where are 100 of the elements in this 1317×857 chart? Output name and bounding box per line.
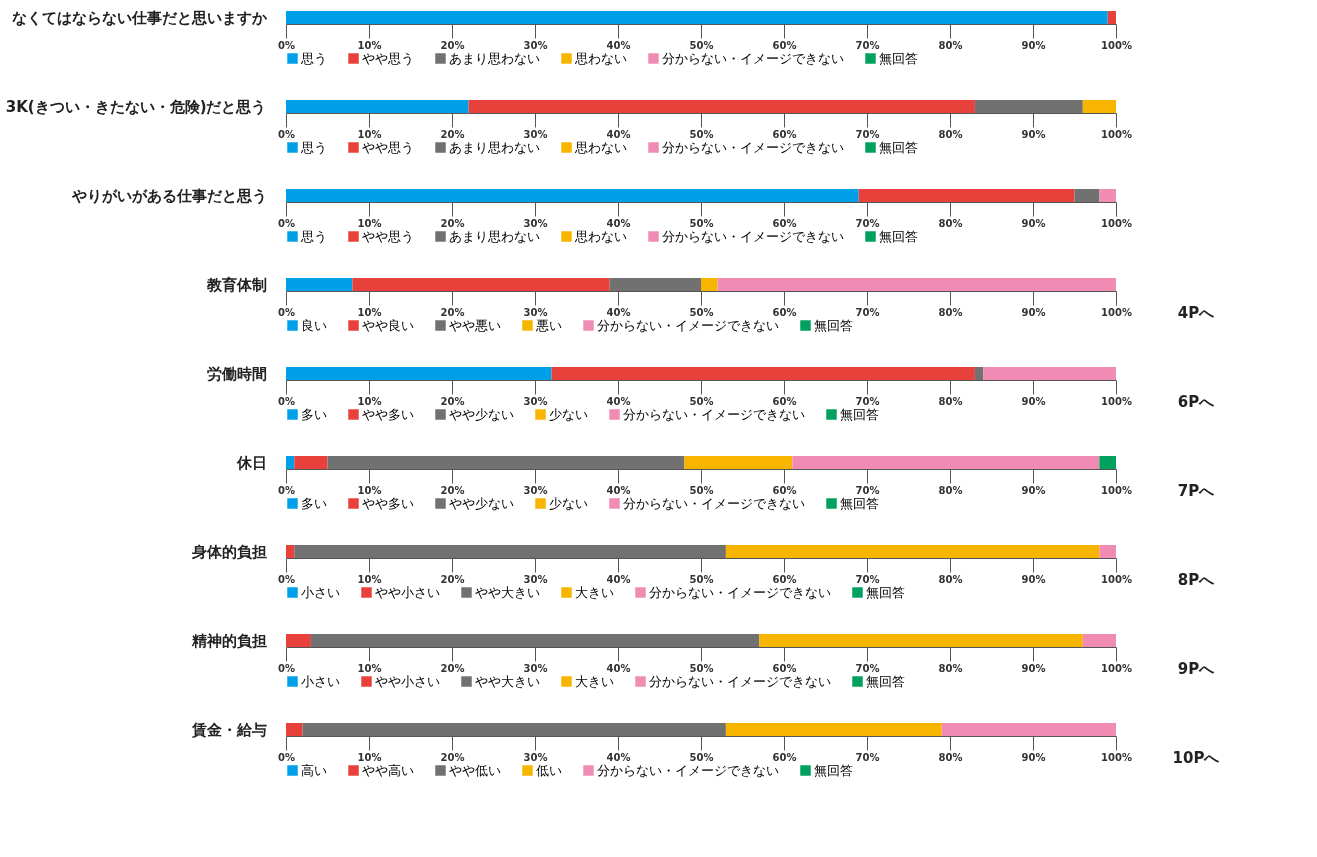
x-tick-label: 70% <box>855 395 880 407</box>
legend-label: 少ない <box>549 495 588 511</box>
x-tick-label: 50% <box>689 395 714 407</box>
x-tick-label: 10% <box>357 306 382 318</box>
x-tick-label: 90% <box>1021 751 1046 763</box>
x-tick-label: 30% <box>523 662 548 674</box>
x-tick-label: 60% <box>772 751 797 763</box>
x-tick-label: 10% <box>357 217 382 229</box>
x-tick-label: 0% <box>278 573 295 585</box>
y-tick-label: 身体的負担 <box>190 542 267 561</box>
legend-label: やや小さい <box>375 584 440 600</box>
x-tick-label: 70% <box>855 662 880 674</box>
x-tick-label: 0% <box>278 217 295 229</box>
legend-label: やや思う <box>362 228 414 244</box>
bar <box>792 456 1100 469</box>
y-tick-label: 精神的負担 <box>190 631 267 650</box>
bar <box>684 456 793 469</box>
bar <box>974 367 984 380</box>
x-tick-label: 70% <box>855 306 880 318</box>
bar <box>725 545 1100 558</box>
legend-label: やや低い <box>449 762 501 778</box>
text: 6Pへ <box>1177 393 1216 411</box>
x-tick-label: 90% <box>1021 484 1046 496</box>
x-tick-label: 40% <box>606 306 631 318</box>
bar <box>294 456 328 469</box>
legend-label: やや少ない <box>449 406 514 422</box>
x-tick-label: 80% <box>938 128 963 140</box>
x-tick-label: 80% <box>938 39 963 51</box>
x-tick-label: 10% <box>357 484 382 496</box>
bar <box>286 545 295 558</box>
y-tick-label: 賃金・給与 <box>190 720 267 739</box>
y-tick-label: やりがいがある仕事だと思う <box>70 186 267 205</box>
x-tick-label: 50% <box>689 484 714 496</box>
x-tick-label: 60% <box>772 662 797 674</box>
legend-label: 思う <box>300 139 327 155</box>
legend-label: やや多い <box>362 406 414 422</box>
legend-label: やや高い <box>362 762 414 778</box>
bar <box>701 278 718 291</box>
x-tick-label: 90% <box>1021 395 1046 407</box>
x-tick-label: 10% <box>357 573 382 585</box>
x-tick-label: 50% <box>689 217 714 229</box>
x-tick-label: 30% <box>523 128 548 140</box>
bar <box>352 278 610 291</box>
x-tick-label: 20% <box>440 128 465 140</box>
x-tick-label: 30% <box>523 306 548 318</box>
legend-label: やや小さい <box>375 673 440 689</box>
y-tick-label: なくてはならない仕事だと思いますか <box>11 8 268 27</box>
y-tick-label: 休日 <box>235 453 267 472</box>
legend-label: やや大きい <box>475 584 540 600</box>
x-tick-label: 60% <box>772 306 797 318</box>
x-tick-label: 40% <box>606 39 631 51</box>
x-tick-label: 60% <box>772 395 797 407</box>
text: 4Pへ <box>1177 304 1216 322</box>
legend-label: 無回答 <box>879 50 918 66</box>
legend-label: 無回答 <box>879 228 918 244</box>
bar <box>941 723 1116 736</box>
x-tick-label: 10% <box>357 128 382 140</box>
x-tick-label: 0% <box>278 39 295 51</box>
x-tick-label: 20% <box>440 573 465 585</box>
x-tick-label: 60% <box>772 217 797 229</box>
legend-label: 無回答 <box>814 317 853 333</box>
legend-label: 分からない・イメージできない <box>597 317 779 333</box>
x-tick-label: 60% <box>772 573 797 585</box>
legend-label: やや思う <box>362 50 414 66</box>
x-tick-label: 100% <box>1101 39 1132 51</box>
x-tick-label: 40% <box>606 573 631 585</box>
x-tick-label: 50% <box>689 128 714 140</box>
text: 9Pへ <box>1177 660 1216 678</box>
bar <box>286 367 552 380</box>
x-tick-label: 40% <box>606 128 631 140</box>
x-tick-label: 30% <box>523 217 548 229</box>
legend-label: 分からない・イメージできない <box>649 584 831 600</box>
x-tick-label: 100% <box>1101 573 1132 585</box>
legend-label: 分からない・イメージできない <box>623 406 805 422</box>
legend-label: あまり思わない <box>449 50 540 66</box>
legend-label: 分からない・イメージできない <box>597 762 779 778</box>
legend-label: 分からない・イメージできない <box>662 50 844 66</box>
x-tick-label: 50% <box>689 751 714 763</box>
x-tick-label: 80% <box>938 573 963 585</box>
x-tick-label: 30% <box>523 39 548 51</box>
legend-label: 多い <box>301 495 327 511</box>
legend-label: 悪い <box>535 317 562 333</box>
text: 10Pへ <box>1172 749 1221 767</box>
bar <box>1074 189 1100 202</box>
x-tick-label: 20% <box>440 306 465 318</box>
bar <box>286 278 353 291</box>
x-tick-label: 60% <box>772 128 797 140</box>
legend-label: 小さい <box>301 673 340 689</box>
legend-label: やや悪い <box>449 317 501 333</box>
bar <box>974 100 1083 113</box>
x-tick-label: 90% <box>1021 662 1046 674</box>
legend-label: 多い <box>301 406 327 422</box>
legend-label: やや多い <box>362 495 414 511</box>
bar <box>468 100 975 113</box>
legend-label: 思わない <box>574 50 627 66</box>
bar <box>1082 100 1116 113</box>
x-tick-label: 20% <box>440 662 465 674</box>
legend-label: 無回答 <box>866 673 905 689</box>
x-tick-label: 20% <box>440 484 465 496</box>
legend-label: 思わない <box>574 139 627 155</box>
